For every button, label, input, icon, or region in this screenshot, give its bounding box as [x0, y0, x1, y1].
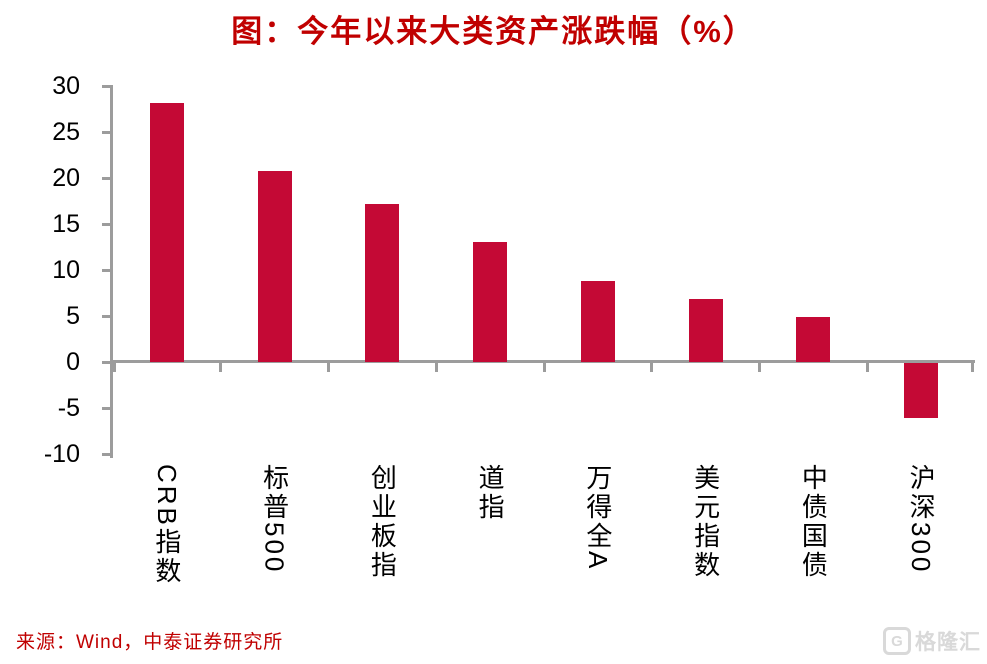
- y-tick-label: 10: [52, 256, 80, 284]
- bar: [796, 316, 831, 362]
- gelonghui-watermark: G 格隆汇: [883, 626, 981, 656]
- x-axis-label: 中债国债: [798, 464, 829, 580]
- y-tick-mark: [102, 130, 110, 134]
- bar: [904, 363, 939, 419]
- y-tick-label: 15: [52, 210, 80, 238]
- y-tick-label: -5: [57, 394, 80, 422]
- source-note: 来源：Wind，中泰证券研究所: [16, 632, 284, 653]
- x-axis-label: 创业板指: [367, 464, 398, 580]
- x-tick-mark: [434, 363, 438, 372]
- bar: [149, 103, 184, 362]
- x-tick-mark: [970, 363, 974, 372]
- y-tick-mark: [102, 360, 110, 364]
- x-tick-mark: [219, 363, 223, 372]
- x-axis-label: 道指: [475, 464, 506, 522]
- x-tick-mark: [758, 363, 761, 372]
- chart-title: 图：今年以来大类资产涨跌幅（%）: [231, 14, 756, 49]
- y-axis-line: [110, 85, 113, 458]
- x-axis-line: [113, 360, 975, 363]
- x-axis-label: CRB指数: [151, 464, 182, 586]
- y-tick-mark: [102, 452, 110, 456]
- y-tick-label: 25: [52, 118, 80, 146]
- plot-area: [102, 84, 975, 458]
- bar: [365, 203, 400, 362]
- y-tick-label: 20: [52, 164, 80, 192]
- x-axis-label: 美元指数: [690, 464, 721, 580]
- x-tick-mark: [650, 363, 654, 372]
- bar: [257, 170, 292, 362]
- y-tick-mark: [102, 406, 110, 410]
- y-tick-mark: [102, 314, 110, 318]
- y-tick-mark: [102, 84, 110, 88]
- x-axis-label: 沪深300: [906, 464, 937, 575]
- x-tick-mark: [327, 363, 330, 372]
- x-tick-mark: [113, 363, 116, 372]
- bar: [473, 242, 508, 362]
- y-tick-label: 0: [66, 348, 80, 376]
- y-tick-mark: [102, 222, 110, 226]
- x-axis-label: 万得全A: [582, 464, 613, 572]
- x-axis-label: 标普500: [259, 464, 290, 575]
- y-tick-label: -10: [43, 440, 80, 468]
- y-tick-mark: [102, 268, 110, 272]
- y-tick-label: 30: [52, 72, 80, 100]
- x-tick-mark: [865, 363, 869, 372]
- watermark-brand-text: 格隆汇: [915, 631, 981, 654]
- bar: [580, 281, 615, 362]
- y-tick-mark: [102, 176, 110, 180]
- bar: [688, 298, 723, 362]
- y-tick-label: 5: [66, 302, 80, 330]
- x-tick-mark: [542, 363, 546, 372]
- gelonghui-logo-icon: G: [883, 627, 911, 655]
